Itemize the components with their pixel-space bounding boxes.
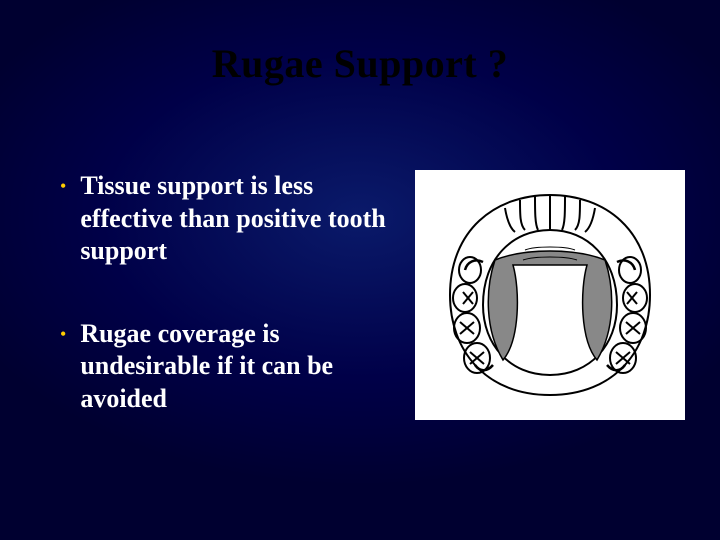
bullet-text: Tissue support is less effective than po…: [80, 170, 400, 268]
list-item: • Tissue support is less effective than …: [60, 170, 400, 268]
palatal-arch-icon: [425, 180, 675, 410]
bullet-text: Rugae coverage is undesirable if it can …: [80, 318, 400, 416]
bullet-icon: •: [60, 172, 66, 200]
slide-title: Rugae Support ?: [0, 40, 720, 87]
list-item: • Rugae coverage is undesirable if it ca…: [60, 318, 400, 416]
illustration-container: [415, 170, 685, 420]
bullet-icon: •: [60, 320, 66, 348]
bullet-list: • Tissue support is less effective than …: [60, 170, 400, 465]
